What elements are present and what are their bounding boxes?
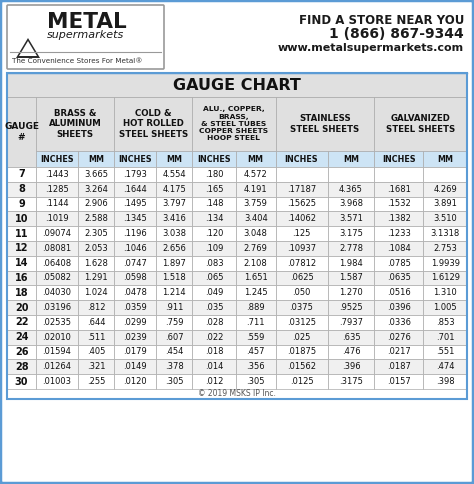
Text: .0516: .0516 [387, 288, 410, 297]
Bar [36, 330, 78, 345]
Bar [423, 241, 467, 256]
Text: .0396: .0396 [387, 303, 411, 312]
Bar [192, 374, 236, 389]
Text: .559: .559 [246, 333, 265, 342]
Text: .1046: .1046 [123, 244, 147, 253]
Bar [36, 286, 78, 300]
Bar [7, 374, 36, 389]
Text: GAUGE CHART: GAUGE CHART [173, 77, 301, 92]
Text: .10937: .10937 [287, 244, 316, 253]
Bar [156, 197, 192, 212]
Bar [423, 345, 467, 360]
Text: .0747: .0747 [123, 259, 147, 268]
Bar [275, 241, 328, 256]
Text: 1.005: 1.005 [433, 303, 457, 312]
Bar [36, 97, 114, 151]
Bar [156, 151, 192, 167]
Text: .0375: .0375 [290, 303, 313, 312]
Text: .1019: .1019 [45, 214, 69, 223]
Bar [423, 182, 467, 197]
Text: 1.587: 1.587 [339, 273, 363, 283]
Text: .022: .022 [205, 333, 223, 342]
Text: .165: .165 [205, 185, 223, 194]
Text: .0598: .0598 [123, 273, 147, 283]
Text: .457: .457 [246, 348, 265, 357]
Bar [192, 182, 236, 197]
Bar [423, 286, 467, 300]
Bar [236, 374, 275, 389]
Bar [192, 315, 236, 330]
Bar [374, 286, 423, 300]
Bar [423, 256, 467, 271]
Bar [36, 256, 78, 271]
Text: 3.264: 3.264 [84, 185, 108, 194]
Bar [156, 256, 192, 271]
Text: .028: .028 [205, 318, 223, 327]
Bar [236, 151, 275, 167]
Text: INCHES: INCHES [382, 154, 416, 164]
Bar [114, 167, 156, 182]
Text: .405: .405 [87, 348, 105, 357]
Text: .356: .356 [246, 363, 265, 371]
Bar [7, 360, 36, 374]
Bar [374, 212, 423, 226]
Text: GALVANIZED
STEEL SHEETS: GALVANIZED STEEL SHEETS [386, 114, 456, 134]
Bar [192, 286, 236, 300]
Text: .0125: .0125 [290, 377, 313, 386]
Bar [275, 330, 328, 345]
Text: .0276: .0276 [387, 333, 411, 342]
Text: 3.1318: 3.1318 [430, 229, 460, 238]
Text: 3.891: 3.891 [433, 199, 457, 209]
Text: .1084: .1084 [387, 244, 410, 253]
Text: .0239: .0239 [123, 333, 147, 342]
Bar [328, 360, 374, 374]
Bar [36, 197, 78, 212]
Text: INCHES: INCHES [285, 154, 319, 164]
Text: .378: .378 [164, 363, 183, 371]
Text: 4.572: 4.572 [244, 170, 268, 179]
Text: 3.175: 3.175 [339, 229, 363, 238]
Bar [156, 271, 192, 286]
Text: .125: .125 [292, 229, 311, 238]
Bar [7, 315, 36, 330]
Bar [192, 97, 275, 151]
Text: STAINLESS
STEEL SHEETS: STAINLESS STEEL SHEETS [290, 114, 360, 134]
Text: MM: MM [343, 154, 359, 164]
Text: .04030: .04030 [43, 288, 72, 297]
Bar [328, 330, 374, 345]
Text: 18: 18 [15, 288, 28, 298]
Bar [114, 286, 156, 300]
Text: .474: .474 [436, 363, 455, 371]
Bar [7, 300, 36, 315]
Text: .08081: .08081 [42, 244, 72, 253]
Text: .02010: .02010 [43, 333, 72, 342]
Bar [423, 315, 467, 330]
Text: ALU., COPPER,
BRASS,
& STEEL TUBES
COPPER SHEETS
HOOP STEEL: ALU., COPPER, BRASS, & STEEL TUBES COPPE… [199, 106, 268, 141]
Bar [78, 300, 114, 315]
Bar [78, 197, 114, 212]
Text: .1196: .1196 [123, 229, 147, 238]
Bar [328, 271, 374, 286]
Text: www.metalsupermarkets.com: www.metalsupermarkets.com [278, 43, 464, 53]
Text: .049: .049 [205, 288, 223, 297]
Bar [423, 226, 467, 241]
Text: MM: MM [437, 154, 453, 164]
Text: .014: .014 [205, 363, 223, 371]
Text: .7937: .7937 [339, 318, 363, 327]
Text: .03196: .03196 [42, 303, 72, 312]
Text: INCHES: INCHES [40, 154, 74, 164]
Text: 3.404: 3.404 [244, 214, 268, 223]
Text: INCHES: INCHES [118, 154, 152, 164]
Bar [36, 345, 78, 360]
Text: 16: 16 [15, 273, 28, 283]
Bar [156, 330, 192, 345]
Text: .0785: .0785 [387, 259, 411, 268]
Bar [236, 241, 275, 256]
Bar [328, 286, 374, 300]
Bar [236, 360, 275, 374]
Text: 1 (866) 867-9344: 1 (866) 867-9344 [329, 27, 464, 41]
Text: 30: 30 [15, 377, 28, 387]
Text: .1793: .1793 [123, 170, 147, 179]
Text: .812: .812 [87, 303, 105, 312]
